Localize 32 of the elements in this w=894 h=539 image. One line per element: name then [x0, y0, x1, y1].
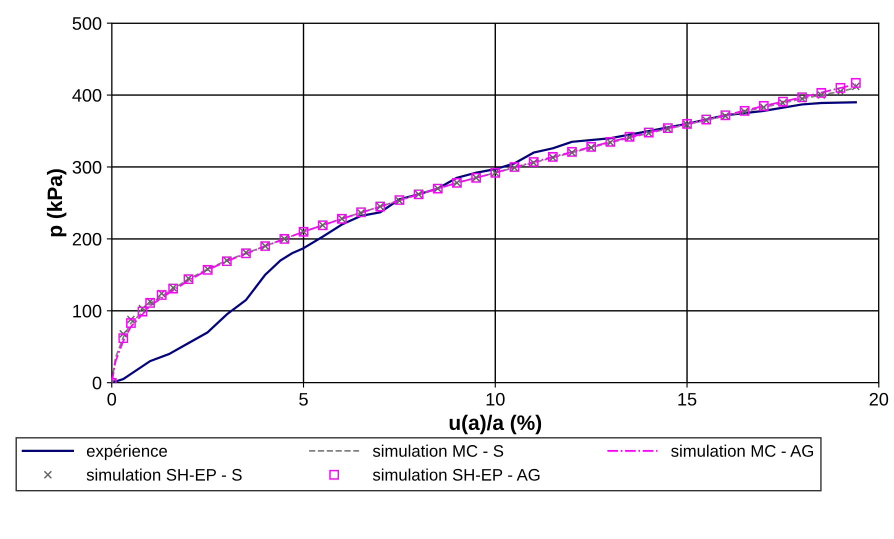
x-tick-label: 0 — [107, 392, 116, 406]
y-tick-label: 100 — [73, 304, 102, 318]
legend-label: simulation MC - AG — [671, 444, 814, 457]
point — [126, 315, 136, 324]
point — [797, 92, 807, 102]
x-tick-label: 20 — [870, 392, 888, 406]
point — [850, 78, 861, 88]
point — [138, 306, 148, 316]
point — [836, 87, 845, 96]
point — [817, 90, 826, 100]
y-tick-label: 200 — [72, 232, 102, 246]
y-tick-label: 300 — [72, 160, 102, 174]
x-tick-label: 10 — [486, 392, 505, 406]
legend-label: simulation SH-EP - S — [86, 468, 242, 481]
point — [798, 94, 806, 103]
point — [836, 83, 846, 93]
point — [119, 330, 128, 338]
y-axis-title: p (kPa) — [46, 169, 66, 236]
y-tick-label: 500 — [72, 17, 102, 30]
point — [138, 304, 147, 313]
x-tick-label: 5 — [299, 393, 308, 406]
legend-label: simulation SH-EP - AG — [372, 468, 540, 481]
y-tick-label: 0 — [92, 376, 102, 390]
legend-label: simulation MC - S — [372, 444, 504, 457]
point — [118, 333, 128, 343]
x-tick-label: 15 — [678, 393, 696, 406]
x-axis-title: u(a)/a (%) — [450, 414, 542, 434]
point — [852, 82, 860, 91]
point — [816, 88, 826, 98]
y-tick-label: 400 — [72, 89, 102, 102]
point — [126, 318, 136, 328]
legend-label: expérience — [86, 444, 167, 460]
